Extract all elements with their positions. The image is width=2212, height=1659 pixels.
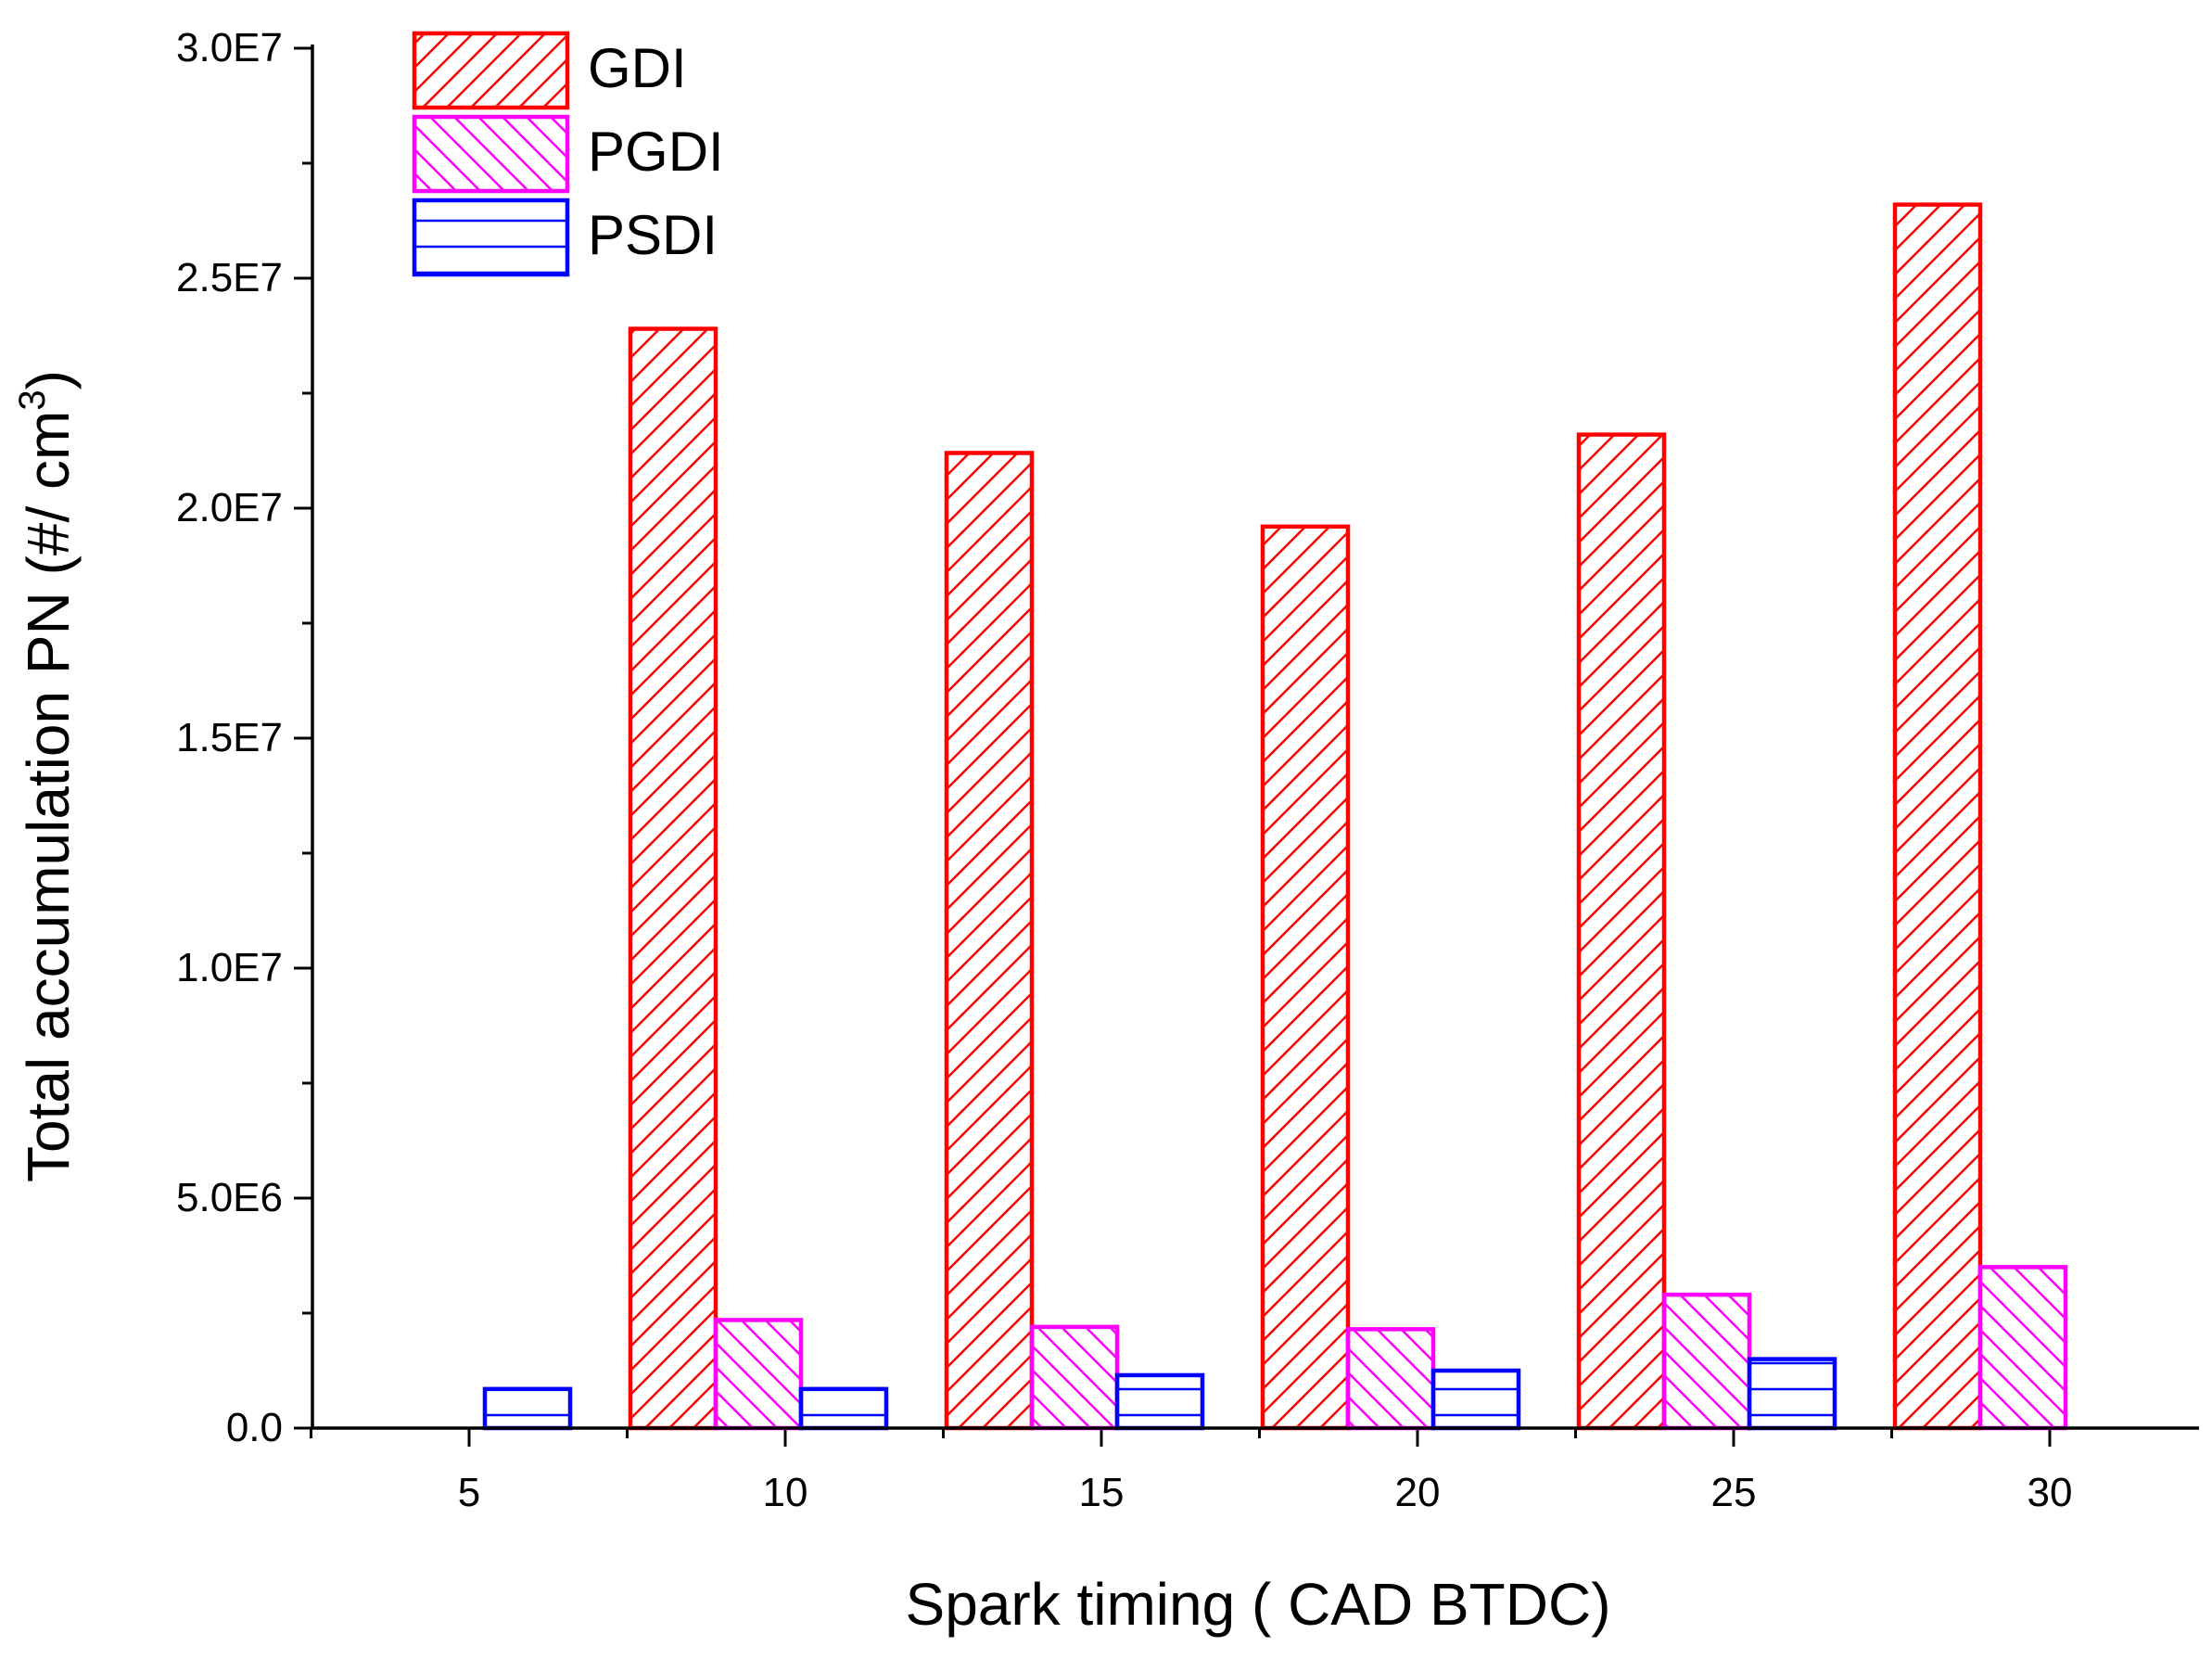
bar-psdi-10	[798, 1386, 889, 1431]
bar-gdi-25	[1576, 432, 1667, 1431]
y-axis-title: Total accumulation PN (#/ cm3)	[12, 370, 82, 1182]
bar-psdi-20	[1430, 1368, 1521, 1431]
y-tick-label: 1.0E7	[176, 945, 283, 990]
x-tick-label: 10	[763, 1470, 808, 1515]
legend-label-psdi: PSDI	[588, 204, 718, 266]
legend-swatch-psdi	[412, 198, 570, 277]
y-tick-label: 1.5E7	[176, 715, 283, 760]
x-tick-label: 15	[1079, 1470, 1125, 1515]
x-axis-title: Spark timing ( CAD BTDC)	[906, 1571, 1611, 1638]
legend-swatch-pgdi	[412, 114, 570, 194]
bar-pgdi-25	[1661, 1292, 1752, 1431]
bar-psdi-5	[482, 1386, 573, 1431]
bar-pgdi-30	[1977, 1265, 2068, 1431]
y-tick-label: 2.0E7	[176, 485, 283, 530]
y-tick-label: 2.5E7	[176, 255, 283, 300]
bar-pgdi-15	[1029, 1324, 1120, 1431]
bar-psdi-15	[1114, 1372, 1205, 1431]
bar-gdi-10	[628, 326, 718, 1431]
bar-psdi-25	[1747, 1357, 1837, 1431]
x-tick-label: 5	[458, 1470, 480, 1515]
bar-gdi-20	[1260, 524, 1351, 1431]
y-axis-title-close: )	[15, 370, 82, 389]
y-axis-title-main: Total accumulation PN (#/ cm	[15, 411, 82, 1182]
x-tick-label: 25	[1711, 1470, 1757, 1515]
bar-gdi-15	[944, 451, 1035, 1431]
legend-label-gdi: GDI	[588, 37, 687, 99]
y-tick-label: 3.0E7	[176, 25, 283, 70]
x-tick-label: 20	[1395, 1470, 1441, 1515]
y-tick-label: 0.0	[226, 1405, 283, 1450]
y-tick-label: 5.0E6	[176, 1175, 283, 1220]
x-tick-label: 30	[2028, 1470, 2073, 1515]
legend-label-pgdi: PGDI	[588, 121, 724, 183]
bar-gdi-30	[1892, 202, 1983, 1431]
legend-swatch-gdi	[412, 31, 570, 110]
y-axis-title-superscript: 3	[12, 389, 53, 410]
plot-area: 0.0 5.0E6 1.0E7 1.5E7 2.0E7 2.5E7 3.0E7 5 10 15 20…	[176, 25, 2199, 1515]
bar-pgdi-10	[713, 1318, 804, 1431]
bar-pgdi-20	[1345, 1327, 1436, 1431]
